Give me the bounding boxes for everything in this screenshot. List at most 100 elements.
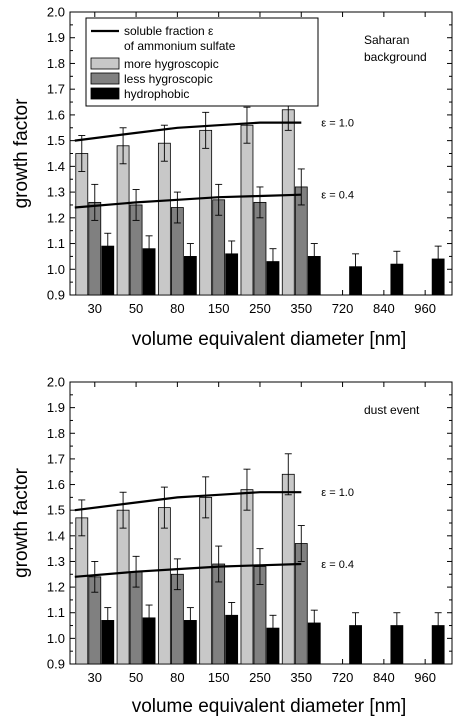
bar-more-150 xyxy=(199,496,213,665)
legend-label-curve-2: of ammonium sulfate xyxy=(124,39,236,53)
legend: soluble fraction εof ammonium sulfate mor… xyxy=(85,17,319,107)
x-tick-label: 250 xyxy=(249,670,271,685)
bar-more-80 xyxy=(157,142,171,296)
annotation-line: Saharan xyxy=(364,33,409,47)
bar-more-80 xyxy=(157,507,171,665)
error-bar-hydrophobic-350 xyxy=(310,243,318,270)
y-tick-label: 1.8 xyxy=(47,56,65,71)
error-bar-more-150 xyxy=(202,111,210,149)
chart-panel-1: 0.9 1.0 1.1 1.2 1.3 1.4 1.5 1.6 1.7 1.8 1.9 2.0 30 50… xyxy=(11,5,453,350)
error-bar-less-50 xyxy=(132,189,140,221)
x-tick-label: 840 xyxy=(373,670,395,685)
y-tick-label: 2.0 xyxy=(47,375,65,390)
x-tick-label: 50 xyxy=(129,301,143,316)
y-tick-label: 1.5 xyxy=(47,503,65,518)
y-tick-label: 1.6 xyxy=(47,477,65,492)
y-tick-label: 1.1 xyxy=(47,605,65,620)
curve-eps-0-4 xyxy=(74,562,302,578)
error-bar-more-150 xyxy=(202,476,210,519)
legend-label-curve: soluble fraction ε xyxy=(124,24,214,38)
legend-swatch-less xyxy=(90,72,120,85)
y-tick-label: 1.7 xyxy=(47,82,65,97)
y-tick-label: 1.6 xyxy=(47,107,65,122)
y-tick-label: 1.2 xyxy=(47,210,65,225)
error-bar-more-250 xyxy=(243,468,251,511)
error-bar-less-80 xyxy=(173,558,181,591)
y-tick-label: 1.5 xyxy=(47,133,65,148)
legend-label-hydrophobic: hydrophobic xyxy=(124,87,189,101)
y-tick-label: 1.4 xyxy=(47,159,65,174)
curve-eps-0-4 xyxy=(74,193,302,209)
error-bar-less-30 xyxy=(91,561,99,593)
error-bar-more-350 xyxy=(284,453,292,496)
error-bar-less-80 xyxy=(173,191,181,224)
error-bar-less-150 xyxy=(215,545,223,583)
error-bar-hydrophobic-840 xyxy=(393,250,401,278)
annotation-line: dust event xyxy=(364,403,420,417)
error-bar-hydrophobic-720 xyxy=(352,253,360,281)
y-tick-label: 1.0 xyxy=(47,262,65,277)
error-bar-hydrophobic-960 xyxy=(434,245,442,273)
error-bar-hydrophobic-250 xyxy=(269,614,277,642)
curve-eps-1-0 xyxy=(74,121,302,142)
error-bar-more-50 xyxy=(119,491,127,529)
curve-label: ε = 1.0 xyxy=(321,118,354,130)
bar-more-150 xyxy=(199,129,213,296)
y-axis-title: growth factor xyxy=(11,98,32,208)
x-tick-label: 80 xyxy=(170,670,184,685)
panel-annotation: Saharan background xyxy=(364,33,427,64)
y-tick-label: 1.9 xyxy=(47,30,65,45)
y-tick-label: 1.8 xyxy=(47,426,65,441)
error-bar-more-30 xyxy=(78,135,86,172)
curve-label: ε = 0.4 xyxy=(321,190,354,202)
error-bar-less-150 xyxy=(215,183,223,216)
x-tick-label: 350 xyxy=(290,670,312,685)
legend-label-less: less hygroscopic xyxy=(124,72,213,86)
bar-more-50 xyxy=(116,509,130,665)
y-tick-label: 2.0 xyxy=(47,5,65,20)
curve-label: ε = 1.0 xyxy=(321,487,354,499)
bar-more-350 xyxy=(281,473,295,665)
x-tick-label: 960 xyxy=(414,301,436,316)
y-axis-title: growth factor xyxy=(11,467,32,577)
chart-panel-2: 0.9 1.0 1.1 1.2 1.3 1.4 1.5 1.6 1.7 1.8 1.9 2.0 30 50… xyxy=(11,375,453,717)
bar-more-50 xyxy=(116,145,130,296)
y-tick-label: 1.3 xyxy=(47,554,65,569)
x-tick-label: 150 xyxy=(208,301,230,316)
error-bar-hydrophobic-80 xyxy=(186,607,194,634)
x-tick-label: 840 xyxy=(373,301,395,316)
error-bar-less-350 xyxy=(297,168,305,206)
legend-swatch-hydrophobic xyxy=(90,87,120,100)
error-bar-less-250 xyxy=(256,186,264,219)
error-bar-more-250 xyxy=(243,106,251,144)
x-axis-title: volume equivalent diameter [nm] xyxy=(132,696,407,717)
bar-more-30 xyxy=(75,517,89,665)
y-tick-label: 1.0 xyxy=(47,631,65,646)
x-tick-label: 30 xyxy=(88,670,102,685)
annotation-line: background xyxy=(364,50,427,64)
curve-eps-1-0 xyxy=(74,491,302,512)
y-tick-label: 0.9 xyxy=(47,288,65,303)
y-tick-label: 1.9 xyxy=(47,400,65,415)
error-bar-hydrophobic-840 xyxy=(393,612,401,639)
y-tick-label: 1.4 xyxy=(47,528,65,543)
x-tick-label: 250 xyxy=(249,301,271,316)
legend-box xyxy=(85,17,319,107)
bar-more-250 xyxy=(240,489,254,665)
y-tick-label: 1.2 xyxy=(47,580,65,595)
error-bar-hydrophobic-350 xyxy=(310,609,318,637)
x-tick-label: 720 xyxy=(332,301,354,316)
x-tick-label: 960 xyxy=(414,670,436,685)
error-bar-hydrophobic-150 xyxy=(228,240,236,268)
error-bar-hydrophobic-150 xyxy=(228,602,236,629)
error-bar-hydrophobic-30 xyxy=(104,607,112,634)
x-tick-label: 50 xyxy=(129,670,143,685)
bar-more-250 xyxy=(240,124,254,296)
error-bar-hydrophobic-960 xyxy=(434,612,442,639)
y-tick-label: 0.9 xyxy=(47,657,65,672)
x-tick-label: 350 xyxy=(290,301,312,316)
error-bar-hydrophobic-720 xyxy=(352,612,360,639)
x-tick-label: 150 xyxy=(208,670,230,685)
legend-label-more: more hygroscopic xyxy=(124,57,219,71)
